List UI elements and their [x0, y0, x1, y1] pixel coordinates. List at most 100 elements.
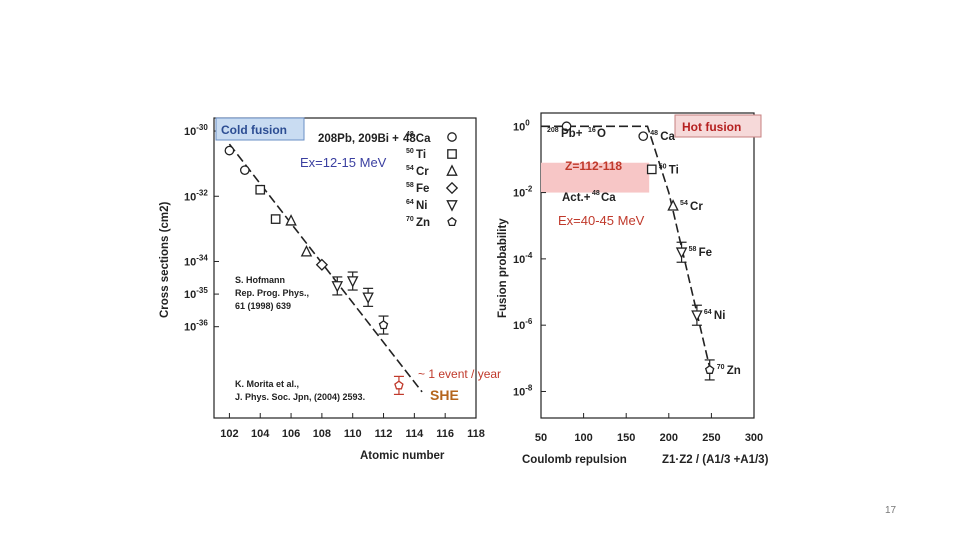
- cold-fusion-tag-box: [215, 117, 305, 141]
- legend-marker-ni: [446, 200, 458, 212]
- legend-element-ti: Ti: [416, 149, 426, 161]
- cold-x-tick-label: 116: [436, 428, 454, 440]
- hot-x-axis-title: Coulomb repulsion: [522, 454, 627, 466]
- cold-point-107: [300, 245, 313, 257]
- reference-morita-line-1: K. Morita et al.,: [235, 379, 299, 389]
- reference-morita-line-2: J. Phys. Soc. Jpn, (2004) 2593.: [235, 392, 365, 402]
- cold-point-104: [255, 184, 266, 195]
- hot-point-label-mass: 58: [689, 246, 697, 253]
- cold-point-112: [378, 320, 389, 330]
- cold-y-tick-label: 10-32: [184, 188, 208, 203]
- legend-element-ni: Ni: [416, 200, 428, 212]
- hot-axis-ticks: 50 100 150 200 250 300 100 10-2 10-4 10-6 10-8: [513, 118, 763, 444]
- cold-x-tick-label: 106: [282, 428, 300, 440]
- hot-point-label-element: Ca: [660, 131, 675, 143]
- act-ca-mass: 48: [592, 190, 600, 197]
- cold-point-110: [346, 276, 359, 288]
- hot-y-tick-label: 10-6: [513, 317, 533, 332]
- legend-marker-ti: [447, 149, 457, 159]
- hot-y-axis-title: Fusion probability: [497, 218, 509, 318]
- legend-mass-zn: 70: [406, 216, 414, 223]
- cold-fusion-chart: 102 104 106 108 110 112 114 116 118 10-30 10-32 10-…: [159, 117, 501, 462]
- cold-point-108: [315, 258, 329, 271]
- cold-y-axis-title: Cross sections (cm2): [159, 202, 171, 318]
- act-ca-element: Ca: [601, 192, 616, 204]
- o-mass: 16: [588, 127, 596, 134]
- cold-x-tick-label: 114: [405, 428, 424, 440]
- legend-element-fe: Fe: [416, 183, 429, 195]
- hot-x-tick-label: 50: [535, 432, 547, 444]
- event-rate-annotation: ~ 1 event / year: [418, 367, 501, 381]
- cold-plot-frame: [213, 117, 477, 419]
- reference-hofmann-line-2: Rep. Prog. Phys.,: [235, 288, 309, 298]
- cold-reaction-targets: 208Pb, 209Bi +: [318, 133, 399, 145]
- hot-point-215: [675, 247, 688, 259]
- pb-element: Pb+: [561, 128, 583, 140]
- cold-x-tick-label: 110: [344, 428, 362, 440]
- hot-point-233: [691, 310, 703, 322]
- hot-point-205: [667, 199, 679, 211]
- legend-mass-cr: 54: [406, 165, 414, 172]
- cold-point-105: [270, 214, 281, 224]
- pb-o-label: 208 Pb+ 16 O: [547, 127, 606, 140]
- hot-point-label-mass: 50: [659, 163, 667, 170]
- cold-x-tick-label: 108: [313, 428, 331, 440]
- cold-point-111: [362, 292, 374, 305]
- reference-hofmann: S. Hofmann Rep. Prog. Phys., 61 (1998) 6…: [235, 275, 309, 311]
- cold-x-axis-title: Atomic number: [360, 450, 445, 462]
- hot-y-tick-label: 10-8: [513, 383, 533, 398]
- legend-marker-ca: [447, 132, 457, 142]
- page-number: 17: [885, 505, 897, 516]
- cold-y-tick-label: 10-30: [184, 123, 208, 138]
- hot-x-axis-formula: Z1·Z2 / (A1/3 +A1/3): [662, 454, 769, 466]
- hot-point-label-element: Cr: [690, 201, 703, 213]
- cold-point-109: [331, 281, 344, 293]
- cold-x-tick-label: 118: [467, 428, 485, 440]
- cold-x-tick-label: 104: [251, 428, 270, 440]
- cold-axis-ticks: 102 104 106 108 110 112 114 116 118 10-30 10-32 10-…: [184, 123, 485, 440]
- legend-mass-ni: 64: [406, 199, 414, 206]
- hot-fusion-tag: Hot fusion: [682, 120, 741, 134]
- hot-point-80: [561, 121, 572, 132]
- hot-x-tick-label: 100: [574, 432, 592, 444]
- cold-y-tick-label: 10-34: [184, 253, 208, 268]
- hot-x-tick-label: 250: [702, 432, 720, 444]
- cold-y-tick-label: 10-35: [184, 286, 208, 301]
- hot-point-label-element: Fe: [699, 247, 712, 259]
- actinide-band: [541, 162, 650, 193]
- cold-y-tick-label: 10-36: [184, 319, 208, 334]
- hot-fusion-tag-box: [674, 114, 762, 138]
- hot-x-tick-label: 200: [660, 432, 678, 444]
- hot-point-label-mass: 48: [650, 130, 658, 137]
- legend-mass-fe: 58: [406, 182, 414, 189]
- act-prefix: Act.+: [562, 192, 591, 204]
- cold-excitation-energy: Ex=12-15 MeV: [300, 155, 387, 170]
- hot-y-tick-label: 10-2: [513, 185, 533, 200]
- legend-marker-fe: [445, 181, 459, 195]
- legend-mass-ti: 50: [406, 148, 414, 155]
- hot-point-248: [704, 364, 715, 374]
- cold-x-tick-label: 112: [375, 428, 393, 440]
- hot-x-tick-label: 300: [745, 432, 763, 444]
- actinide-ca-label: Act.+ 48 Ca: [562, 190, 616, 204]
- hot-point-label-element: Zn: [727, 365, 741, 377]
- pb-mass: 208: [547, 127, 559, 134]
- hot-excitation-energy: Ex=40-45 MeV: [558, 213, 645, 228]
- legend-marker-zn: [447, 216, 457, 227]
- hot-point-180: [646, 164, 657, 175]
- legend-marker-cr: [446, 164, 458, 176]
- cold-point-113: [394, 380, 404, 390]
- hot-point-label-element: Ti: [669, 164, 679, 176]
- hot-point-label-element: Ni: [714, 310, 726, 322]
- cold-point-102: [224, 145, 235, 156]
- legend-mass-ca: 48: [406, 131, 414, 138]
- hot-point-170: [638, 131, 649, 142]
- cold-data-points: [224, 145, 404, 395]
- cold-fusion-tag: Cold fusion: [221, 123, 287, 137]
- cold-x-tick-label: 102: [220, 428, 238, 440]
- she-label: SHE: [430, 387, 459, 403]
- hot-point-label-mass: 54: [680, 200, 688, 207]
